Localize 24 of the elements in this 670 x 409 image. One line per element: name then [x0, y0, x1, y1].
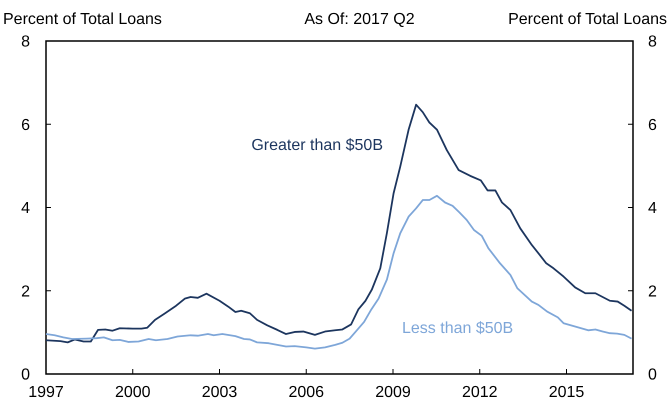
y2-tick-label: 8 [648, 34, 657, 51]
x-tick-label: 1997 [28, 384, 64, 401]
y2-tick-label: 4 [648, 200, 657, 218]
y-tick-label: 8 [21, 34, 30, 51]
x-tick-label: 2012 [462, 384, 498, 401]
x-tick-label: 2003 [202, 384, 238, 401]
x-tick-label: 2000 [114, 384, 151, 401]
chart-title: As Of: 2017 Q2 [304, 11, 415, 28]
x-tick-label: 2009 [375, 384, 411, 401]
series-label: Less than $50B [402, 320, 514, 337]
x-tick-label: 2015 [548, 384, 584, 401]
y-axis-title: Percent of Total Loans [3, 11, 162, 28]
y2-tick-label: 0 [648, 366, 657, 384]
y-tick-label: 4 [21, 200, 30, 218]
y-tick-label: 0 [21, 366, 30, 384]
y2-tick-label: 2 [648, 283, 657, 300]
x-tick-label: 2006 [288, 384, 324, 401]
y-tick-label: 6 [21, 116, 30, 134]
y2-tick-label: 6 [648, 116, 657, 134]
line-series [45, 104, 632, 344]
y2-axis-title: Percent of Total Loans [508, 11, 667, 28]
series-label: Greater than $50B [251, 137, 383, 154]
line-series [45, 194, 632, 350]
y-tick-label: 2 [21, 283, 30, 300]
